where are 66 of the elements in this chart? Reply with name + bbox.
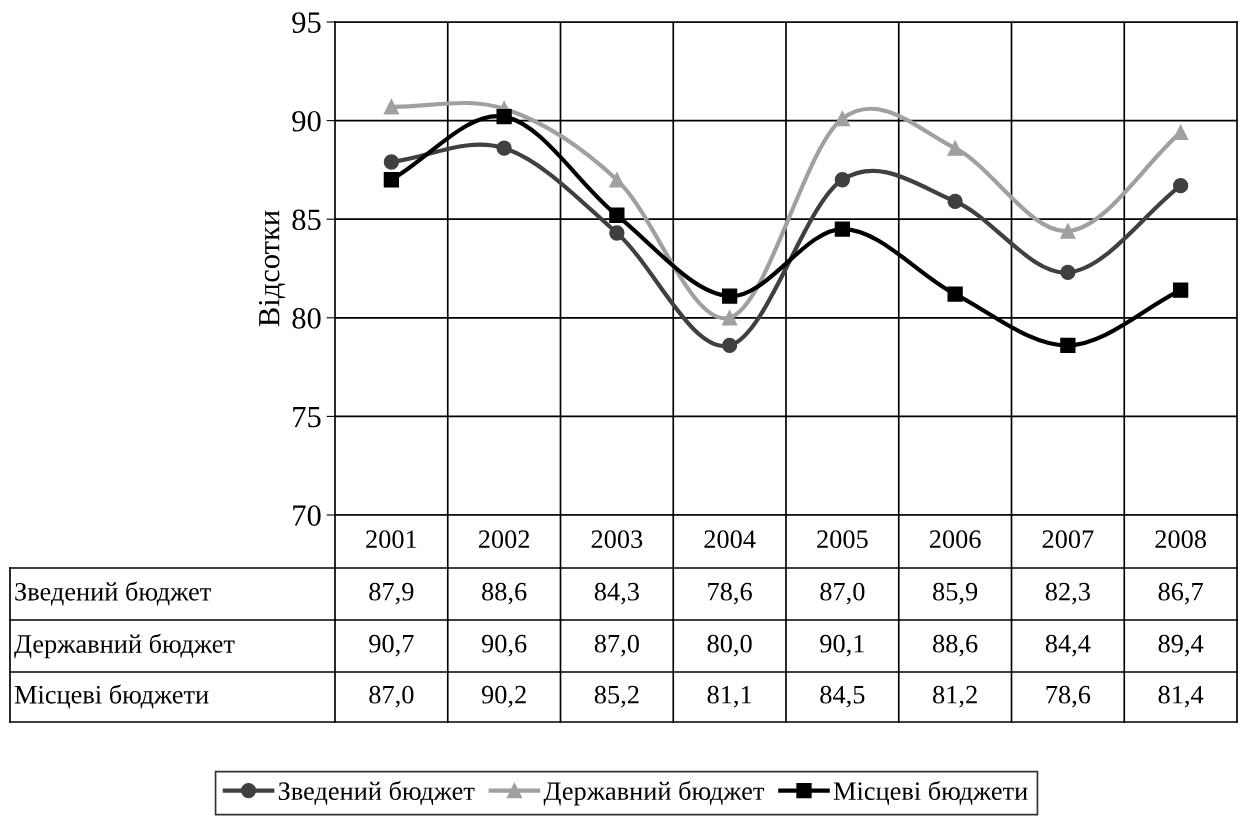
- data-label: 89,4: [1158, 634, 1204, 657]
- point: [383, 172, 400, 188]
- data-label: 87,9: [369, 582, 414, 605]
- y-tick-label: 70: [293, 505, 321, 526]
- data-label: 90,7: [369, 634, 414, 657]
- data-label: 85,9: [933, 582, 978, 605]
- point: [1172, 282, 1189, 298]
- data-label: 90,1: [820, 634, 864, 657]
- y-tick-label: 95: [292, 12, 321, 33]
- point: [947, 140, 963, 156]
- x-tick-label: 2007: [1042, 530, 1094, 549]
- data-label: 87,0: [820, 582, 865, 605]
- point: [383, 99, 400, 115]
- point: [834, 172, 851, 188]
- point: [834, 221, 851, 237]
- y-axis-title: Відсотки: [258, 210, 286, 327]
- x-tick-label: 2004: [704, 530, 756, 549]
- x-tick-label: 2006: [929, 530, 981, 549]
- data-label: 78,6: [1046, 685, 1091, 708]
- point: [1060, 264, 1076, 281]
- data-label: 82,3: [1045, 582, 1090, 605]
- y-tick-label: 90: [292, 110, 321, 132]
- data-label: 81,4: [1158, 685, 1204, 708]
- x-tick-label: 2005: [817, 530, 868, 549]
- point: [496, 140, 512, 156]
- point: [721, 310, 738, 326]
- data-label: 87,0: [369, 685, 414, 708]
- text: Місцеві бюджети: [14, 684, 209, 709]
- data-label: 88,6: [482, 582, 527, 605]
- point: [721, 288, 738, 304]
- x-tick-label: 2002: [478, 530, 530, 549]
- y-tick-label: 85: [292, 209, 321, 231]
- legend-label: Зведений бюджет: [278, 780, 475, 805]
- point: [721, 337, 738, 354]
- data-label: 86,7: [1158, 582, 1203, 605]
- point: [947, 286, 963, 302]
- point: [609, 172, 625, 188]
- point: [1172, 178, 1189, 194]
- data-label: 90,2: [481, 685, 526, 708]
- point: [1060, 337, 1076, 354]
- data-label: 87,0: [594, 634, 639, 657]
- legend-label: Державний бюджет: [543, 780, 765, 806]
- point: [609, 207, 625, 223]
- data-label: 88,6: [933, 634, 978, 657]
- point: [1060, 223, 1076, 239]
- x-tick-label: 2001: [366, 530, 417, 549]
- y-tick-label: 75: [293, 406, 321, 428]
- data-label: 78,6: [708, 582, 752, 605]
- data-label: 81,2: [933, 685, 977, 708]
- data-label: 84,3: [594, 582, 639, 605]
- y-tick-label: 80: [292, 308, 321, 329]
- legend-label: Місцеві бюджети: [833, 780, 1028, 805]
- data-label: 81,1: [707, 685, 752, 708]
- data-label: 84,4: [1045, 634, 1091, 657]
- data-label: 80,0: [707, 634, 752, 657]
- point: [609, 225, 625, 241]
- text: Зведений бюджет: [15, 581, 211, 606]
- point: [947, 193, 963, 210]
- x-tick-label: 2003: [591, 530, 643, 549]
- point: [383, 154, 400, 170]
- point: [496, 109, 512, 125]
- x-tick-label: 2008: [1155, 530, 1207, 549]
- data-label: 85,2: [594, 685, 639, 708]
- data-label: 90,6: [481, 634, 527, 657]
- text: Державний бюджет: [14, 633, 235, 659]
- data-label: 84,5: [820, 685, 865, 708]
